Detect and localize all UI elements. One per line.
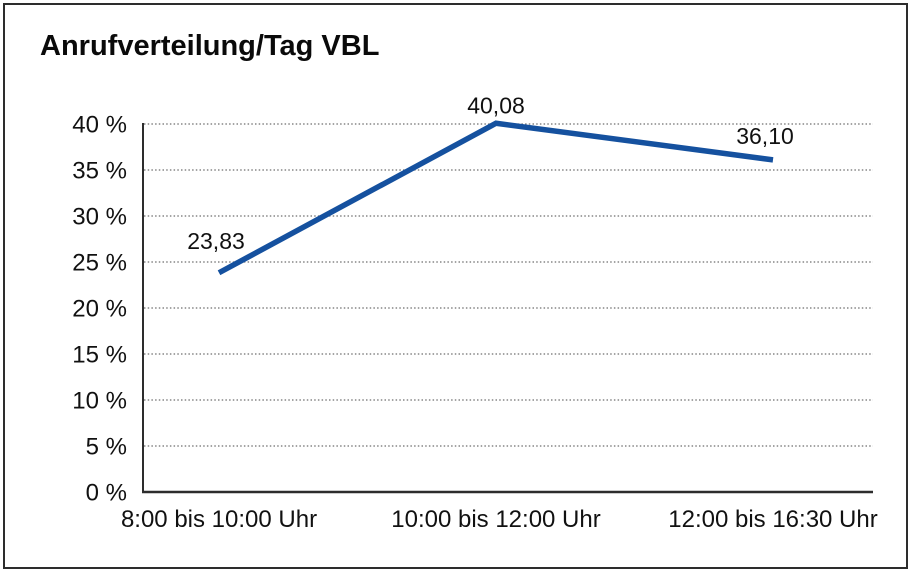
- x-tick-label: 12:00 bis 16:30 Uhr: [668, 506, 877, 533]
- y-tick-label: 10 %: [72, 388, 127, 415]
- y-tick-label: 5 %: [86, 434, 127, 461]
- y-tick-label: 30 %: [72, 204, 127, 231]
- x-tick-label: 8:00 bis 10:00 Uhr: [121, 506, 317, 533]
- data-label: 40,08: [467, 92, 525, 118]
- chart-title: Anrufverteilung/Tag VBL: [40, 30, 380, 62]
- y-tick-label: 25 %: [72, 250, 127, 277]
- y-tick-label: 0 %: [86, 480, 127, 507]
- data-label: 36,10: [736, 123, 794, 149]
- y-tick-label: 15 %: [72, 342, 127, 369]
- y-tick-label: 35 %: [72, 158, 127, 185]
- data-line: [217, 120, 774, 276]
- y-tick-label: 40 %: [72, 112, 127, 139]
- chart-frame: [3, 3, 908, 569]
- data-label: 23,83: [187, 228, 245, 254]
- y-tick-label: 20 %: [72, 296, 127, 323]
- x-tick-label: 10:00 bis 12:00 Uhr: [391, 506, 600, 533]
